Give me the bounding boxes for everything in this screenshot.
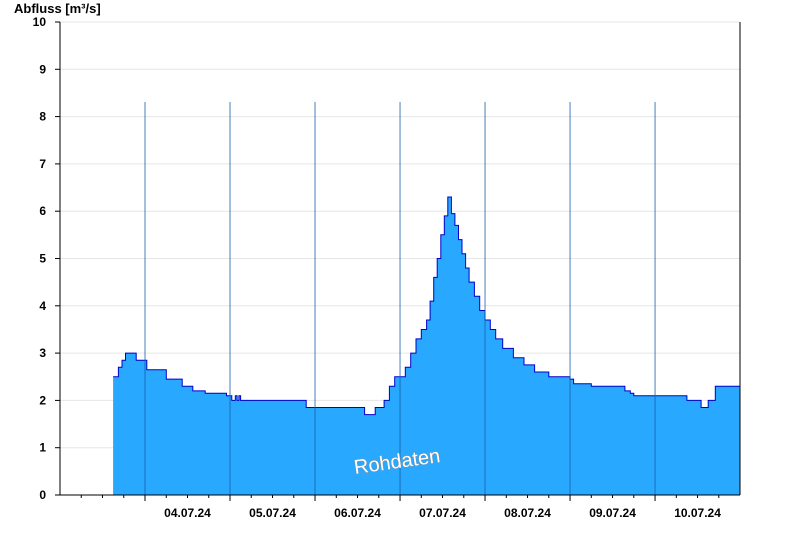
x-tick-label: 07.07.24	[419, 506, 466, 520]
discharge-area	[113, 197, 741, 495]
y-tick-label: 0	[39, 488, 46, 502]
y-tick-label: 7	[39, 157, 46, 171]
day-divider-lines	[144, 102, 656, 495]
x-axis-ticks: 04.07.24 05.07.24 06.07.24 07.07.24 08.07.24…	[80, 495, 721, 520]
x-tick-label: 06.07.24	[334, 506, 381, 520]
x-tick-label: 09.07.24	[589, 506, 636, 520]
y-tick-label: 4	[39, 299, 46, 313]
x-tick-label: 04.07.24	[164, 506, 211, 520]
y-axis-ticks: 0 1 2 3 4 5 6 7 8 9 10	[33, 15, 60, 502]
y-tick-label: 9	[39, 62, 46, 76]
y-tick-label: 10	[33, 15, 47, 29]
y-tick-label: 3	[39, 346, 46, 360]
y-tick-label: 8	[39, 110, 46, 124]
y-tick-label: 2	[39, 393, 46, 407]
y-tick-label: 1	[39, 441, 46, 455]
discharge-line	[113, 196, 740, 416]
series-area	[113, 196, 741, 495]
y-axis-title: Abfluss [m³/s]	[14, 1, 101, 16]
x-tick-label: 10.07.24	[674, 506, 721, 520]
y-tick-label: 5	[39, 252, 46, 266]
y-tick-label: 6	[39, 204, 46, 218]
x-tick-label: 05.07.24	[249, 506, 296, 520]
x-tick-label: 08.07.24	[504, 506, 551, 520]
